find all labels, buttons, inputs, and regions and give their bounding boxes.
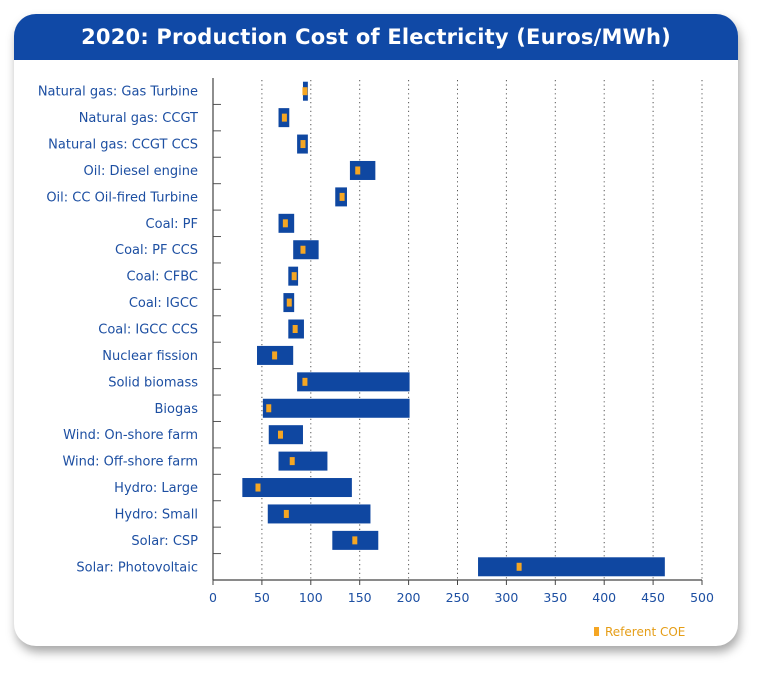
range-bar bbox=[349, 160, 376, 180]
legend-label: Referent COE bbox=[605, 625, 685, 639]
category-label: Solid biomass bbox=[108, 375, 198, 390]
category-label: Coal: PF bbox=[146, 217, 198, 232]
range-bar bbox=[268, 425, 303, 445]
range-bar bbox=[267, 504, 371, 524]
x-tick-label: 50 bbox=[254, 590, 270, 605]
chart-title: 2020: Production Cost of Electricity (Eu… bbox=[81, 25, 671, 49]
category-label: Wind: On-shore farm bbox=[63, 428, 198, 443]
category-label: Coal: IGCC bbox=[129, 296, 198, 311]
range-bar bbox=[242, 478, 352, 498]
x-tick-label: 250 bbox=[446, 590, 470, 605]
referent-coe-marker bbox=[302, 377, 308, 386]
category-label: Solar: Photovoltaic bbox=[76, 560, 198, 575]
x-tick-label: 400 bbox=[592, 590, 616, 605]
x-tick-label: 100 bbox=[299, 590, 323, 605]
range-bar bbox=[293, 240, 319, 260]
category-label: Oil: Diesel engine bbox=[84, 164, 198, 179]
referent-coe-marker bbox=[272, 351, 278, 360]
title-bar: 2020: Production Cost of Electricity (Eu… bbox=[14, 14, 738, 60]
referent-coe-marker bbox=[352, 536, 358, 545]
range-bar bbox=[297, 372, 410, 392]
referent-coe-marker bbox=[300, 140, 306, 149]
category-label: Natural gas: Gas Turbine bbox=[38, 85, 198, 100]
category-label: Wind: Off-shore farm bbox=[62, 455, 198, 470]
referent-coe-marker bbox=[300, 245, 306, 254]
referent-coe-marker bbox=[291, 272, 297, 281]
referent-coe-marker bbox=[292, 325, 298, 333]
category-label: Solar: CSP bbox=[131, 534, 198, 549]
x-tick-label: 0 bbox=[209, 590, 217, 605]
referent-coe-marker bbox=[282, 219, 288, 228]
x-tick-label: 450 bbox=[641, 590, 665, 605]
category-label: Natural gas: CCGT CCS bbox=[48, 138, 198, 153]
category-label: Coal: IGCC CCS bbox=[98, 323, 198, 338]
category-label: Coal: CFBC bbox=[127, 270, 198, 285]
x-tick-label: 200 bbox=[397, 590, 421, 605]
referent-coe-marker bbox=[289, 457, 295, 466]
referent-coe-marker bbox=[283, 509, 289, 518]
referent-coe-marker bbox=[302, 87, 308, 96]
range-bar bbox=[278, 451, 328, 471]
x-tick-label: 300 bbox=[494, 590, 518, 605]
referent-coe-marker bbox=[266, 404, 272, 413]
referent-coe-marker bbox=[286, 298, 292, 307]
x-tick-label: 500 bbox=[690, 590, 714, 605]
referent-coe-marker bbox=[339, 192, 345, 201]
category-label: Oil: CC Oil-fired Turbine bbox=[46, 190, 198, 205]
category-label: Natural gas: CCGT bbox=[79, 111, 198, 126]
x-tick-label: 350 bbox=[543, 590, 567, 605]
category-label: Biogas bbox=[155, 402, 199, 417]
category-label: Nuclear fission bbox=[102, 349, 198, 364]
referent-coe-marker bbox=[255, 483, 261, 492]
referent-coe-marker bbox=[277, 430, 283, 439]
referent-coe-marker bbox=[355, 166, 361, 175]
category-label: Coal: PF CCS bbox=[115, 243, 198, 258]
range-bar bbox=[262, 398, 410, 418]
x-tick-label: 150 bbox=[348, 590, 372, 605]
category-label: Hydro: Large bbox=[114, 481, 198, 496]
referent-coe-marker bbox=[281, 113, 287, 122]
legend-marker bbox=[594, 627, 599, 636]
referent-coe-marker bbox=[516, 562, 522, 571]
range-bar bbox=[478, 557, 665, 577]
category-label: Hydro: Small bbox=[115, 507, 198, 522]
